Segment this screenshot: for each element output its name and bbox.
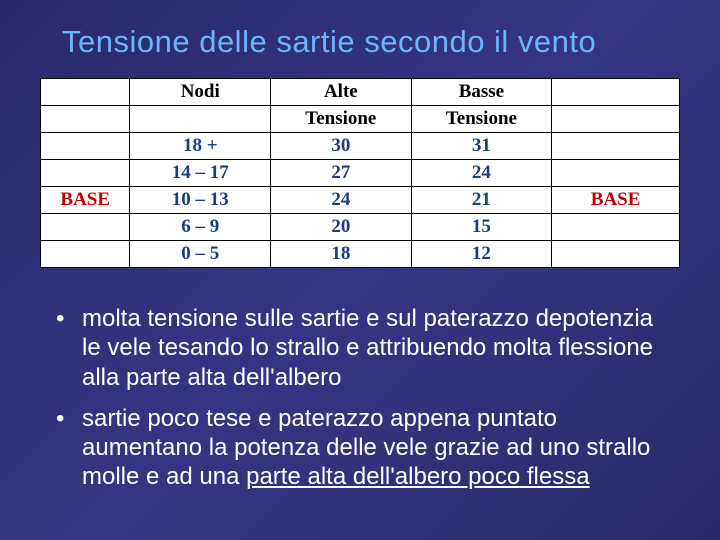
page-title: Tensione delle sartie secondo il vento: [0, 0, 720, 60]
cell-base-right: [552, 214, 680, 241]
bullet-item-1: molta tensione sulle sartie e sul patera…: [82, 304, 670, 392]
bullet-text-1: molta tensione sulle sartie e sul patera…: [82, 305, 653, 391]
subheader-blank-left: [41, 106, 130, 133]
cell-basse: 31: [411, 133, 552, 160]
header-alte: Alte: [271, 79, 412, 106]
table-row: 14 – 17 27 24: [41, 160, 680, 187]
cell-alte: 20: [271, 214, 412, 241]
table-row: 18 + 30 31: [41, 133, 680, 160]
cell-nodi: 6 – 9: [130, 214, 271, 241]
cell-basse: 24: [411, 160, 552, 187]
cell-alte: 27: [271, 160, 412, 187]
bullet-list: molta tensione sulle sartie e sul patera…: [82, 304, 670, 492]
header-basse: Basse: [411, 79, 552, 106]
cell-base-left: [41, 241, 130, 268]
cell-base-left: [41, 133, 130, 160]
bullet-text-2b-underlined: parte alta dell'albero poco flessa: [246, 463, 589, 490]
cell-nodi: 0 – 5: [130, 241, 271, 268]
cell-alte: 18: [271, 241, 412, 268]
tension-table-container: Nodi Alte Basse Tensione Tensione 18 + 3…: [40, 78, 680, 268]
table-subheader-row: Tensione Tensione: [41, 106, 680, 133]
cell-base-left: [41, 214, 130, 241]
header-blank-left: [41, 79, 130, 106]
header-blank-right: [552, 79, 680, 106]
subheader-blank-right: [552, 106, 680, 133]
cell-basse: 21: [411, 187, 552, 214]
table-row: 0 – 5 18 12: [41, 241, 680, 268]
subheader-tensione-basse: Tensione: [411, 106, 552, 133]
cell-nodi: 14 – 17: [130, 160, 271, 187]
cell-nodi: 18 +: [130, 133, 271, 160]
subheader-blank-nodi: [130, 106, 271, 133]
table-row-base: BASE 10 – 13 24 21 BASE: [41, 187, 680, 214]
cell-alte: 24: [271, 187, 412, 214]
cell-base-right: [552, 160, 680, 187]
header-nodi: Nodi: [130, 79, 271, 106]
cell-base-right: [552, 133, 680, 160]
cell-alte: 30: [271, 133, 412, 160]
table-header-row: Nodi Alte Basse: [41, 79, 680, 106]
bullet-item-2: sartie poco tese e paterazzo appena punt…: [82, 404, 670, 492]
subheader-tensione-alte: Tensione: [271, 106, 412, 133]
cell-basse: 15: [411, 214, 552, 241]
cell-basse: 12: [411, 241, 552, 268]
cell-base-left: [41, 160, 130, 187]
cell-nodi: 10 – 13: [130, 187, 271, 214]
cell-base-right: BASE: [552, 187, 680, 214]
cell-base-left: BASE: [41, 187, 130, 214]
cell-base-right: [552, 241, 680, 268]
table-row: 6 – 9 20 15: [41, 214, 680, 241]
tension-table: Nodi Alte Basse Tensione Tensione 18 + 3…: [40, 78, 680, 268]
